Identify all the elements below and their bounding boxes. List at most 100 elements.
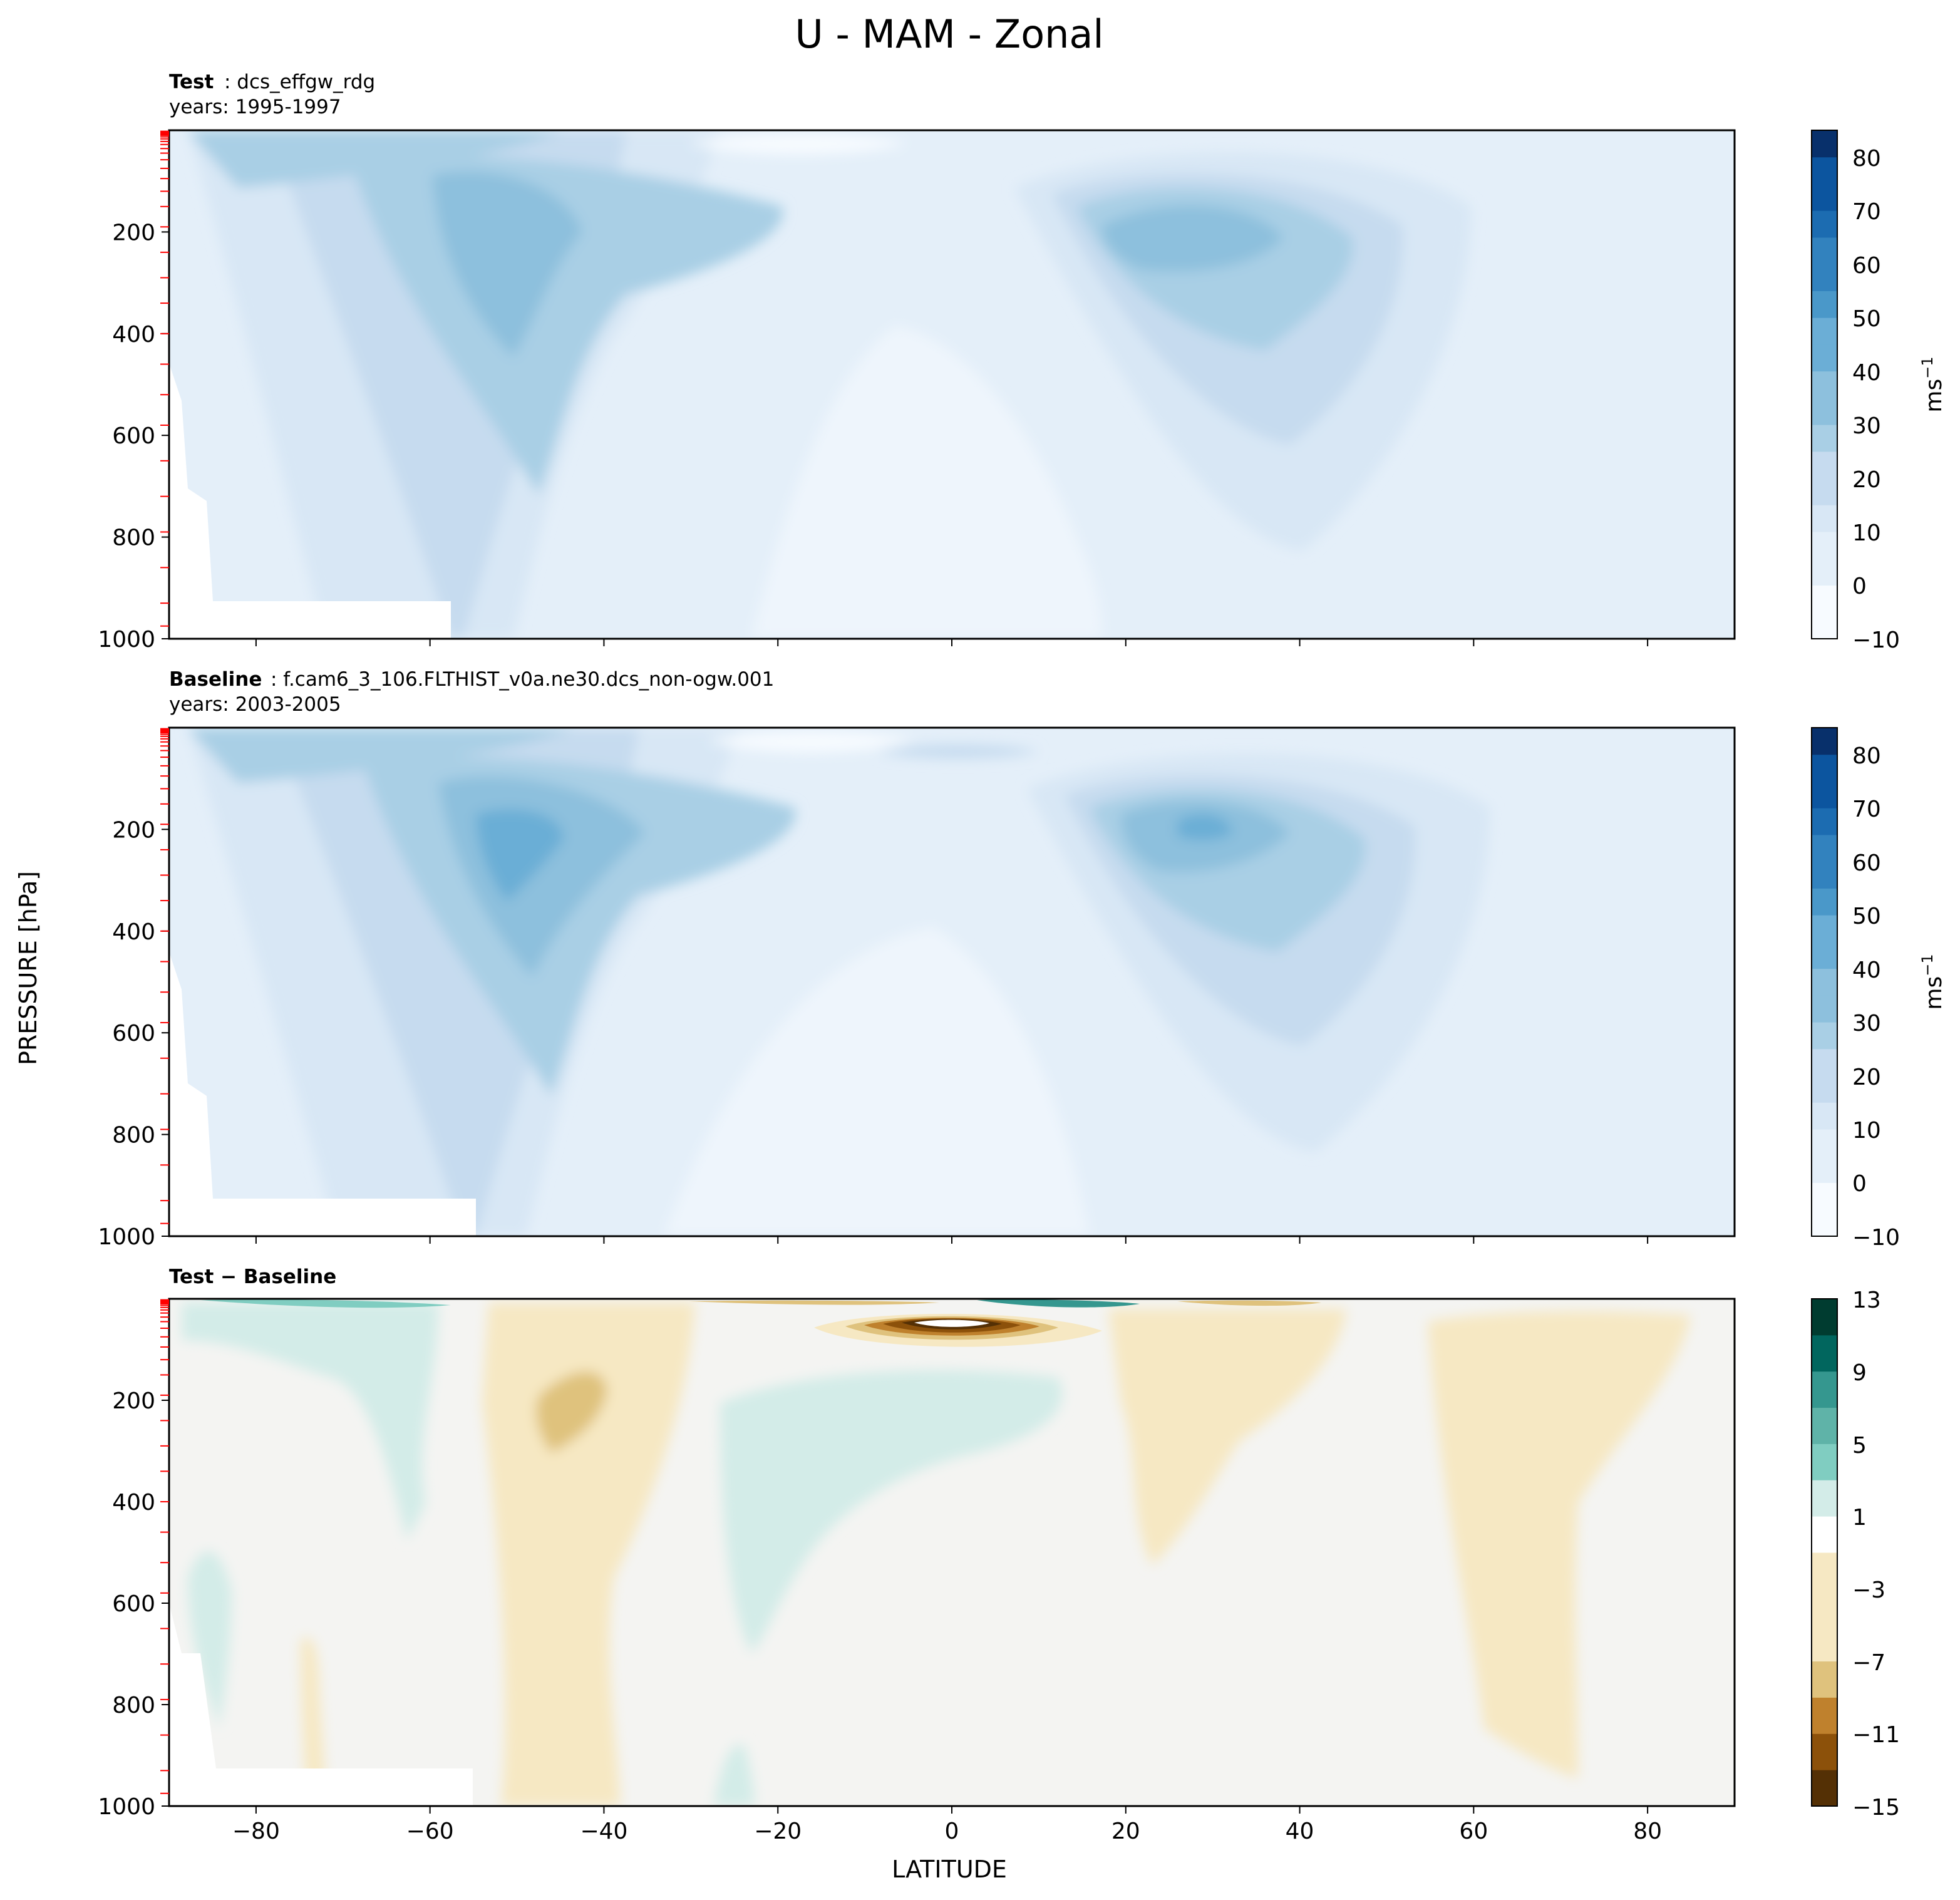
colorbar-tick-label: 10 bbox=[1852, 520, 1881, 546]
colorbar-tick-label: −11 bbox=[1852, 1722, 1900, 1748]
y-tick-label: 400 bbox=[112, 919, 155, 945]
contour-fill-nh-negative bbox=[1108, 1309, 1346, 1566]
contour-fill-easterly-top bbox=[708, 731, 914, 753]
colorbar-block bbox=[1812, 941, 1837, 969]
colorbar-block bbox=[1812, 754, 1837, 782]
panel-diff: Test − Baseline bbox=[98, 1266, 1900, 1844]
x-tick-label: −20 bbox=[754, 1819, 802, 1844]
colorbar-tick-label: 60 bbox=[1852, 253, 1881, 279]
panel-baseline-y-ticks: 200 400 600 800 1000 bbox=[98, 728, 169, 1250]
surface-mask-antarctica bbox=[169, 363, 451, 639]
contour-fill-sh-negative-core bbox=[536, 1371, 607, 1453]
colorbar-block bbox=[1812, 1697, 1837, 1734]
colorbar-tick-label: 20 bbox=[1852, 1065, 1881, 1090]
colorbar-block bbox=[1812, 1661, 1837, 1698]
colorbar-block bbox=[1812, 183, 1837, 211]
colorbar-tick-label: −15 bbox=[1852, 1795, 1900, 1820]
colorbar-tick-label: −10 bbox=[1852, 627, 1900, 653]
colorbar-tick-label: 70 bbox=[1852, 797, 1881, 822]
panel-diff-x-ticks: −80 −60 −40 −20 0 20 40 60 80 bbox=[232, 1806, 1662, 1844]
colorbar-tick-label: 30 bbox=[1852, 413, 1881, 439]
contour-fill-easterly-top bbox=[689, 133, 908, 155]
surface-mask-antarctica bbox=[169, 1603, 473, 1806]
contour-fill-strat-positive-nh bbox=[977, 1299, 1140, 1308]
panel-diff-title-bold: Test − Baseline bbox=[169, 1266, 336, 1288]
panel-diff-colorbar-frame bbox=[1811, 1298, 1838, 1807]
colorbar-block bbox=[1812, 237, 1837, 265]
colorbar-tick-label: 1 bbox=[1852, 1505, 1867, 1531]
y-tick-label: 600 bbox=[112, 1591, 155, 1617]
y-tick-label: 200 bbox=[112, 1388, 155, 1414]
colorbar-block bbox=[1812, 1129, 1837, 1157]
colorbar-tick-label: 30 bbox=[1852, 1011, 1881, 1036]
colorbar-tick-label: 0 bbox=[1852, 1171, 1867, 1197]
contour-fill-nh-negative-polar bbox=[1428, 1311, 1691, 1779]
colorbar-tick-label: −3 bbox=[1852, 1577, 1885, 1603]
panel-baseline: Baseline : f.cam6_3_106.FLTHIST_v0a.ne30… bbox=[98, 668, 1947, 1251]
colorbar-block bbox=[1812, 1335, 1837, 1372]
colorbar-block bbox=[1812, 781, 1837, 808]
panel-baseline-contours bbox=[169, 728, 1735, 1236]
colorbar-units-label: ms−1 bbox=[1919, 954, 1947, 1009]
contour-fill-strat-negative-sh bbox=[689, 1300, 939, 1305]
colorbar-block bbox=[1812, 1733, 1837, 1770]
colorbar-units-label: ms−1 bbox=[1919, 356, 1947, 412]
colorbar-block bbox=[1812, 888, 1837, 916]
colorbar-block bbox=[1812, 478, 1837, 505]
colorbar-tick-label: 10 bbox=[1852, 1118, 1881, 1144]
colorbar-block bbox=[1812, 834, 1837, 862]
colorbar-block bbox=[1812, 264, 1837, 291]
colorbar-block bbox=[1812, 968, 1837, 996]
colorbar-block bbox=[1812, 1624, 1837, 1662]
colorbar-tick-label: 60 bbox=[1852, 850, 1881, 876]
colorbar-block bbox=[1812, 1182, 1837, 1210]
contour-fill-sh-column-positive bbox=[188, 1551, 232, 1728]
y-tick-label: 1000 bbox=[98, 1794, 155, 1820]
panel-baseline-years: years: 2003-2005 bbox=[169, 693, 341, 716]
y-tick-label: 600 bbox=[112, 1021, 155, 1046]
colorbar-tick-label: −7 bbox=[1852, 1650, 1885, 1676]
contour-fill-nh-jet-40 bbox=[1177, 813, 1234, 840]
colorbar-tick-label: 5 bbox=[1852, 1433, 1867, 1459]
panel-diff-colorbar-blocks bbox=[1812, 1299, 1837, 1807]
y-tick-label: 800 bbox=[112, 1123, 155, 1149]
contour-fill-tropical-tongue bbox=[751, 326, 1102, 639]
colorbar-tick-label: 40 bbox=[1852, 958, 1881, 983]
colorbar-block bbox=[1812, 210, 1837, 238]
colorbar-tick-label: 0 bbox=[1852, 574, 1867, 599]
colorbar-block bbox=[1812, 1022, 1837, 1050]
y-tick-label: 600 bbox=[112, 423, 155, 449]
contour-fill-tropical-tongue bbox=[664, 927, 1090, 1236]
x-tick-label: −40 bbox=[580, 1819, 627, 1844]
contour-fill-equatorial-westerly bbox=[877, 744, 1039, 759]
x-tick-label: −60 bbox=[406, 1819, 454, 1844]
colorbar-block bbox=[1812, 344, 1837, 372]
colorbar-block bbox=[1812, 291, 1837, 318]
x-tick-label: 40 bbox=[1286, 1819, 1314, 1844]
colorbar-block bbox=[1812, 1480, 1837, 1517]
colorbar-block bbox=[1812, 1516, 1837, 1553]
panel-test-x-ticks bbox=[255, 639, 1649, 646]
x-tick-label: −80 bbox=[232, 1819, 280, 1844]
panel-test-colorbar-frame bbox=[1811, 130, 1838, 639]
panel-test-colorbar-blocks bbox=[1812, 130, 1837, 639]
contour-fill-sh-jet-35 bbox=[476, 809, 564, 902]
colorbar-block bbox=[1812, 1102, 1837, 1130]
x-tick-label: 60 bbox=[1459, 1819, 1488, 1844]
colorbar-tick-label: 40 bbox=[1852, 360, 1881, 386]
colorbar-block bbox=[1812, 558, 1837, 586]
y-tick-label: 800 bbox=[112, 525, 155, 551]
colorbar-block bbox=[1812, 425, 1837, 452]
x-axis-label: LATITUDE bbox=[892, 1856, 1007, 1883]
panel-baseline-title-bold: Baseline bbox=[169, 668, 262, 691]
panel-diff-y-ticks: 200 400 600 800 1000 bbox=[98, 1299, 169, 1820]
contour-fill-nh-jet-35 bbox=[1102, 205, 1284, 272]
contour-fill-strat-negative-nh bbox=[1177, 1300, 1321, 1306]
colorbar-tick-label: 13 bbox=[1852, 1288, 1881, 1313]
y-tick-label: 1000 bbox=[98, 1224, 155, 1250]
colorbar-block bbox=[1812, 1371, 1837, 1408]
colorbar-block bbox=[1812, 451, 1837, 479]
panel-baseline-colorbar: 80 70 60 50 40 30 20 10 0 −10 ms−1 bbox=[1811, 727, 1947, 1251]
colorbar-block bbox=[1812, 532, 1837, 559]
